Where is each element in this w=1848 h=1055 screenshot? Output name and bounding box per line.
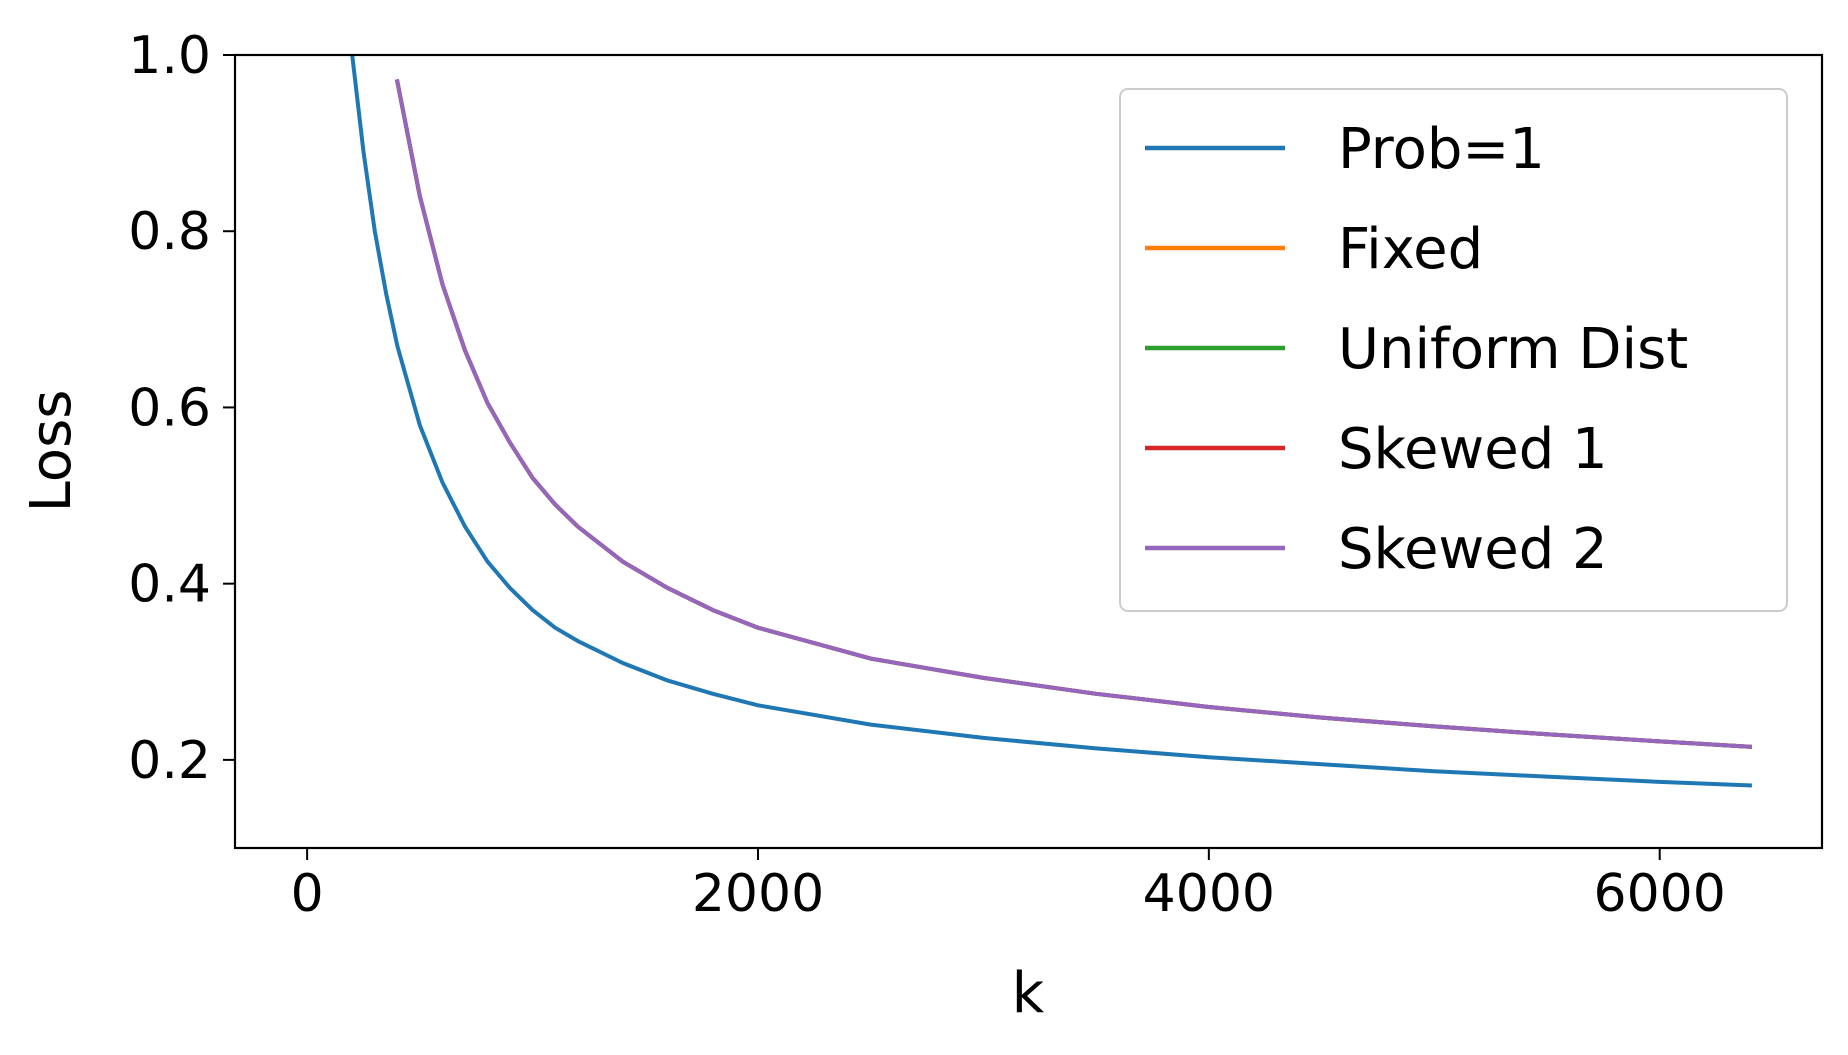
legend-frame <box>1119 88 1788 612</box>
legend-label: Prob=1 <box>1338 117 1545 182</box>
legend: Prob=1 Fixed Uniform Dist Skewed 1 Skewed 2 <box>1119 88 1788 612</box>
plot-frame <box>233 53 1824 850</box>
y-tick-label: 0.6 <box>128 378 211 438</box>
y-tick-label: 0.4 <box>128 555 211 615</box>
x-tick-label: 2000 <box>692 864 824 924</box>
y-tick-label: 0.8 <box>128 202 211 262</box>
y-axis-title: Loss <box>19 390 84 513</box>
series-line-5 <box>394 79 1753 749</box>
series-layer <box>350 55 1753 788</box>
series-line-1 <box>350 55 1752 788</box>
legend-label: Fixed <box>1338 217 1483 282</box>
legend-label: Skewed 2 <box>1338 517 1608 582</box>
x-tick-label: 6000 <box>1594 864 1726 924</box>
legend-label: Skewed 1 <box>1338 417 1608 482</box>
x-axis-ticks: 0 2000 4000 6000 <box>291 848 1726 924</box>
y-axis-ticks: 0.2 0.4 0.6 0.8 1.0 <box>128 26 235 791</box>
x-tick-label: 4000 <box>1143 864 1275 924</box>
x-axis-title: k <box>1012 961 1045 1026</box>
x-tick-label: 0 <box>291 864 324 924</box>
y-tick-label: 0.2 <box>128 731 211 791</box>
legend-label: Uniform Dist <box>1338 317 1688 382</box>
y-tick-label: 1.0 <box>128 26 211 86</box>
